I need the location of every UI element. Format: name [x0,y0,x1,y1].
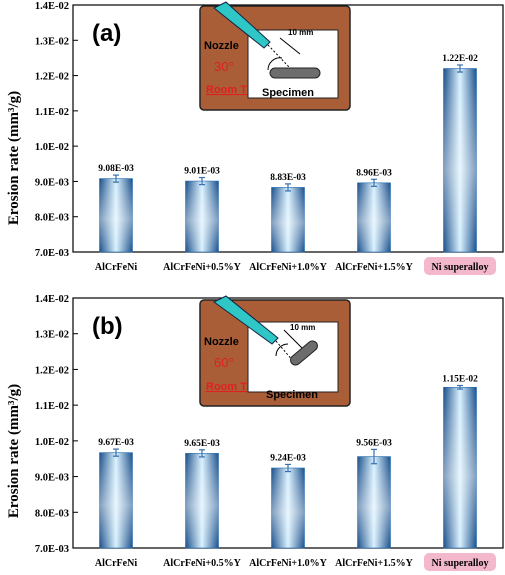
panel-a-angle-arc [267,57,283,71]
panel-a-specimen-label: Specimen [262,87,314,99]
panel-a: 7.0E-03 8.0E-03 9.0E-03 1.0E-02 1.1E-02 1.2E-… [6,1,504,275]
panel-a-bar-sheen [271,187,305,252]
panel-a-x-tick-label: AlCrFeNi+1.0%Y [249,262,327,273]
panel-a-plot-area: 7.0E-03 8.0E-03 9.0E-03 1.0E-02 1.1E-02 1.2E-… [35,1,504,275]
panel-b-y-tick-label: 8.0E-03 [35,508,69,519]
panel-a-nozzle-icon [213,1,271,49]
panel-b-plot-area: 7.0E-03 8.0E-03 9.0E-03 1.0E-02 1.1E-02 1.2E-… [35,294,504,571]
panel-a-distance-arrow [279,37,301,55]
panel-a-data-label: 9.01E-03 [184,167,220,177]
panel-b-nozzle-label: Nozzle [204,336,239,348]
panel-b-data-label: 9.65E-03 [184,439,220,449]
panel-b-y-axis-label: Erosion rate (mm³/g) [6,384,22,518]
panel-b-y-tick-label: 7.0E-03 [35,544,69,555]
panel-a-inset: 10 mm Nozzle 30° Specimen Room T [199,1,351,111]
panel-b-y-tick-label: 1.1E-02 [35,401,69,412]
panel-a-y-tick-label: 7.0E-03 [35,248,69,259]
panel-a-category-highlight [424,257,496,275]
panel-b-x-tick-label: Ni superalloy [432,558,489,569]
panel-b-data-label: 9.67E-03 [98,438,134,448]
panel-b-specimen-label: Specimen [266,389,318,401]
panel-b-x-tick-label: AlCrFeNi [95,558,137,569]
panel-b-data-label: 9.56E-03 [356,438,392,448]
panel-b-nozzle-icon [213,295,279,345]
panel-a-bar-sheen [99,178,133,252]
panel-a-bar-sheen [357,182,391,252]
panel-b-distance-label: 10 mm [290,323,315,332]
panel-a-y-tick-label: 9.0E-03 [35,177,69,188]
panel-a-y-tick-label: 8.0E-03 [35,213,69,224]
panel-a-x-tick-label: AlCrFeNi+1.5%Y [335,262,413,273]
panel-b-inset: 10 mm Nozzle 60° Specimen Room T [199,295,351,407]
panel-b-x-tick-label: AlCrFeNi+1.0%Y [249,558,327,569]
panel-b-label: (b) [92,313,123,340]
panel-b-angle-arc [275,343,289,357]
panel-a-y-tick-label: 1.0E-02 [35,142,69,153]
panel-b-y-tick-label: 1.0E-02 [35,437,69,448]
panel-b-y-tick-label: 1.3E-02 [35,330,69,341]
panel-a-x-tick-label: AlCrFeNi [95,262,137,273]
panel-a-data-label: 8.83E-03 [270,173,306,183]
panel-b-y-tick-label: 1.4E-02 [35,294,69,305]
panel-b-y-tick-label: 1.2E-02 [35,365,69,376]
panel-a-y-tick-label: 1.4E-02 [35,1,69,12]
panel-b: 7.0E-03 8.0E-03 9.0E-03 1.0E-02 1.1E-02 1.2E-… [6,294,504,571]
panel-a-label: (a) [92,20,121,47]
panel-b-specimen-shape [290,340,318,366]
panel-a-x-tick-label: AlCrFeNi+0.5%Y [163,262,241,273]
panel-b-bar-sheen [357,456,391,548]
panel-a-data-label: 1.22E-02 [442,54,478,64]
panel-a-x-tick-label: Ni superalloy [432,262,489,273]
panel-a-bar-sheen [185,181,219,252]
panel-b-x-tick-label: AlCrFeNi+1.5%Y [335,558,413,569]
panel-b-angle-label: 60° [214,355,234,370]
panel-b-bar-sheen [271,468,305,548]
panel-b-bar-sheen [99,452,133,548]
panel-b-jet-line [275,340,295,363]
panel-a-y-tick-label: 1.2E-02 [35,72,69,83]
panel-b-data-label: 9.24E-03 [270,453,306,463]
panel-b-distance-arrow [283,329,303,349]
panel-a-jet-line [267,44,291,69]
panel-a-y-axis-label: Erosion rate (mm³/g) [6,91,22,225]
panel-a-specimen-shape [269,67,321,79]
panel-b-bar-sheen [185,453,219,548]
panel-a-nozzle-label: Nozzle [204,40,239,52]
panel-b-condition-label: Room T [206,381,247,393]
panel-b-x-tick-label: AlCrFeNi+0.5%Y [163,558,241,569]
panel-a-data-label: 8.96E-03 [356,168,392,178]
panel-a-distance-label: 10 mm [288,28,313,37]
panel-b-category-highlight [424,553,496,571]
panel-a-y-tick-label: 1.3E-02 [35,36,69,47]
panel-b-y-tick-label: 9.0E-03 [35,473,69,484]
panel-a-data-label: 9.08E-03 [98,164,134,174]
panel-a-y-tick-label: 1.1E-02 [35,107,69,118]
panel-a-bar-sheen [443,68,477,252]
panel-b-data-label: 1.15E-02 [442,375,478,385]
panel-b-bar-sheen [443,387,477,548]
panel-a-condition-label: Room T [206,84,247,96]
panel-a-angle-label: 30° [214,59,234,74]
